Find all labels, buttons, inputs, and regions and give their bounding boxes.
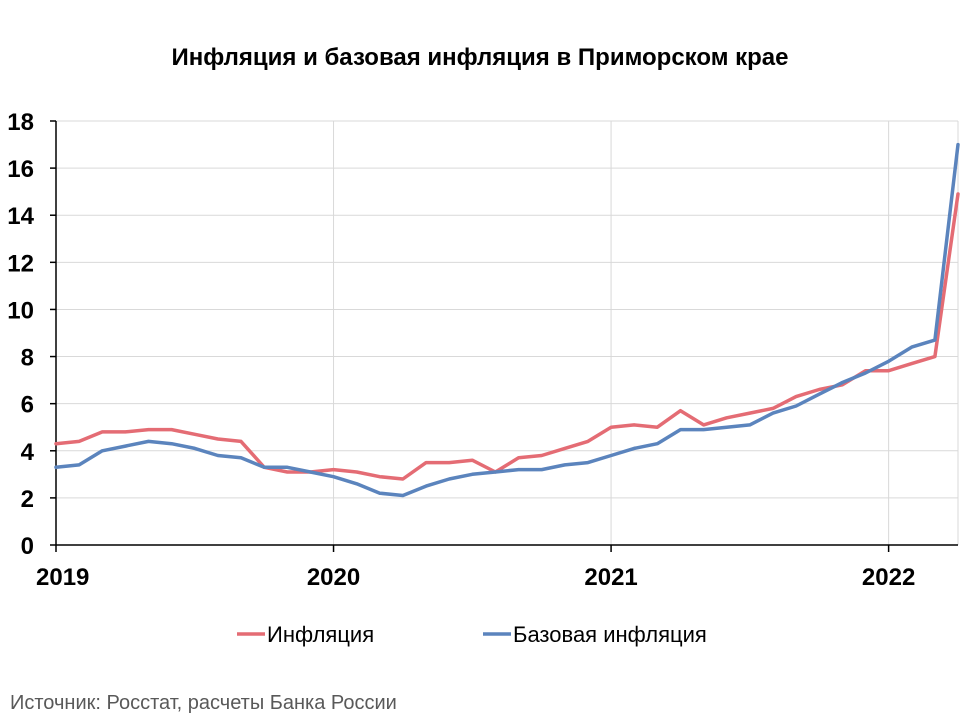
y-tick-label: 0 [21, 533, 34, 560]
y-tick-label: 18 [7, 109, 34, 136]
x-tick-label: 2022 [862, 564, 915, 591]
y-tick-label: 14 [7, 203, 34, 230]
x-tick-label: 2020 [307, 564, 360, 591]
y-tick-label: 6 [21, 392, 34, 419]
y-tick-label: 8 [21, 345, 34, 372]
legend-label-1: Инфляция [267, 622, 374, 647]
chart-title: Инфляция и базовая инфляция в Приморском… [171, 44, 789, 71]
legend: Инфляция Базовая инфляция [237, 622, 707, 647]
y-tick-label: 2 [21, 486, 34, 513]
y-tick-label: 16 [7, 156, 34, 183]
source-note: Источник: Росстат, расчеты Банка России [10, 692, 397, 714]
axes [50, 120, 958, 552]
y-tick-label: 12 [7, 250, 34, 277]
gridlines [55, 120, 959, 545]
y-tick-label: 4 [21, 439, 35, 466]
x-tick-label: 2019 [36, 564, 89, 591]
x-tick-labels: 2019 2020 2021 2022 [36, 564, 915, 591]
series-line-1 [54, 192, 960, 481]
x-tick-label: 2021 [584, 564, 637, 591]
y-tick-label: 10 [7, 297, 34, 324]
series-lines [54, 142, 960, 498]
y-tick-labels: 0 2 4 6 8 10 12 14 16 18 [7, 109, 34, 560]
legend-label-2: Базовая инфляция [513, 622, 707, 647]
series-line-2 [54, 142, 960, 498]
